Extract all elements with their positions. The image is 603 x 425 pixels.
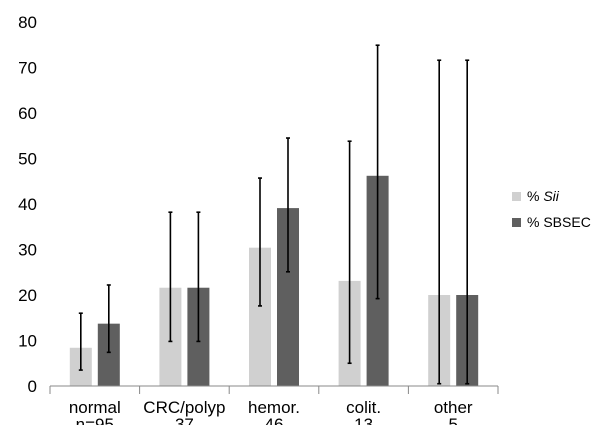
legend-label-sbsec: % SBSEC <box>527 214 591 230</box>
bar-sbsec-2 <box>277 208 299 386</box>
legend-label-prefix: % <box>527 188 543 204</box>
error-bars <box>78 44 470 385</box>
x-category-label: hemor. <box>248 398 300 417</box>
x-category-label: other <box>434 398 473 417</box>
legend-label-italic: Sii <box>543 188 559 204</box>
x-category-label: normal <box>69 398 121 417</box>
x-category-label: colit. <box>346 398 381 417</box>
y-tick-label: 80 <box>18 13 37 32</box>
x-category-count: 5 <box>448 415 457 425</box>
y-tick-label: 40 <box>18 195 37 214</box>
y-tick-label: 30 <box>18 241 37 260</box>
legend-label-sii: % Sii <box>527 188 560 204</box>
x-category-count: 37 <box>175 415 194 425</box>
y-tick-label: 70 <box>18 59 37 78</box>
x-category-label: CRC/polyp <box>143 398 225 417</box>
y-axis-ticks: 0 10 20 30 40 50 60 70 80 <box>18 13 37 396</box>
legend: % Sii % SBSEC <box>512 188 591 230</box>
bar-sbsec-0 <box>97 323 120 386</box>
bar-sii-2 <box>249 247 271 386</box>
y-tick-label: 50 <box>18 150 37 169</box>
x-category-count: 13 <box>354 415 373 425</box>
y-tick-label: 60 <box>18 104 37 123</box>
bars <box>69 175 479 386</box>
y-tick-label: 0 <box>28 377 37 396</box>
x-category-count: 46 <box>265 415 284 425</box>
legend-swatch-sbsec <box>512 218 521 227</box>
x-category-count: n=95 <box>76 415 114 425</box>
legend-swatch-sii <box>512 192 521 201</box>
y-tick-label: 10 <box>18 332 37 351</box>
y-tick-label: 20 <box>18 286 37 305</box>
